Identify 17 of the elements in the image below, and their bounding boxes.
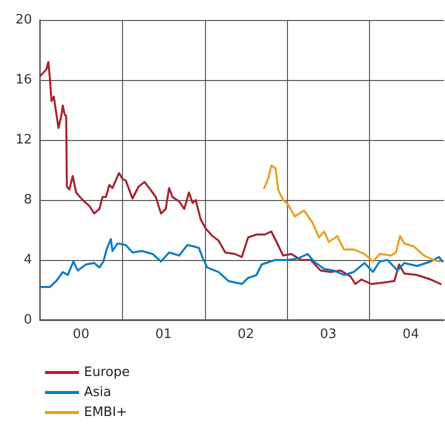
x-tick-label: 03 (320, 327, 336, 342)
x-tick-label: 02 (238, 327, 254, 342)
y-tick-label: 16 (15, 72, 32, 88)
line-series (40, 61, 442, 285)
line-series (263, 164, 440, 262)
legend-label: EMBI+ (84, 405, 128, 420)
legend-label: Asia (84, 385, 112, 400)
x-tick-label: 01 (155, 327, 172, 342)
y-tick-label: 20 (15, 12, 32, 28)
y-tick-label: 0 (24, 312, 32, 328)
y-tick-label: 8 (24, 192, 32, 208)
legend-label: Europe (84, 365, 130, 380)
line-series (40, 238, 444, 288)
x-tick-label: 04 (402, 327, 420, 342)
y-tick-label: 12 (15, 132, 32, 148)
y-tick-label: 4 (24, 252, 32, 268)
x-tick-label: 00 (72, 327, 90, 342)
